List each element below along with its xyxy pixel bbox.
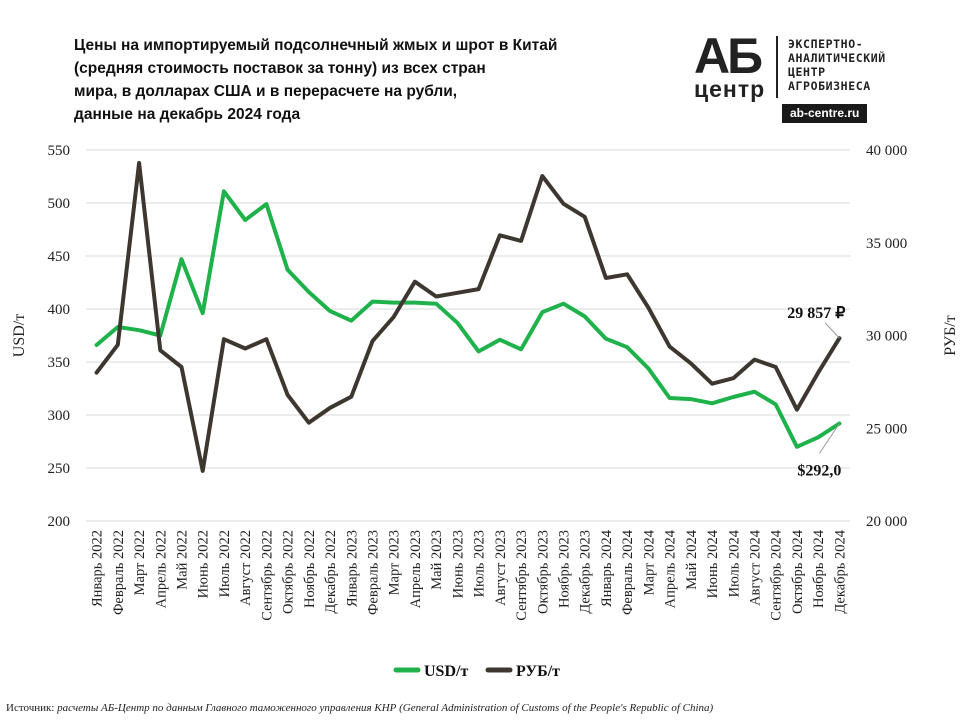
x-tick-label: Февраль 2022 [111, 530, 127, 615]
x-tick-label: Январь 2022 [90, 530, 106, 607]
ab-centre-logo: АБ центр ЭКСПЕРТНО- АНАЛИТИЧЕСКИЙ ЦЕНТР … [690, 30, 940, 123]
logo-brand-bottom: центр [694, 76, 766, 102]
series-lines [94, 161, 842, 473]
x-tick-label: Апрель 2022 [153, 530, 169, 608]
x-tick-label: Август 2022 [238, 530, 254, 606]
x-tick-label: Декабрь 2022 [323, 530, 339, 614]
y-right-tick-label: 40 000 [866, 143, 907, 159]
y-axis-right: 20 000 25 000 30 000 35 000 40 000 [866, 143, 907, 530]
legend-label: USD/т [424, 663, 468, 680]
x-tick-label: Июнь 2024 [705, 529, 721, 598]
x-tick-label: Март 2022 [132, 530, 148, 595]
logo-text: ЭКСПЕРТНО- АНАЛИТИЧЕСКИЙ ЦЕНТР АГРОБИЗНЕ… [788, 37, 886, 93]
y-left-tick-label: 550 [48, 143, 71, 159]
y-right-tick-label: 30 000 [866, 329, 907, 345]
x-tick-label: Ноябрь 2023 [557, 530, 573, 608]
x-tick-label: Апрель 2023 [408, 530, 424, 608]
x-tick-label: Январь 2023 [344, 530, 360, 607]
y-left-tick-label: 500 [48, 196, 71, 212]
source-note: Источник: расчеты АБ-Центр по данным Гла… [6, 702, 713, 714]
y-left-tick-label: 400 [48, 302, 71, 318]
x-tick-label: Июль 2023 [472, 530, 488, 597]
logo-site-link[interactable]: ab-centre.ru [782, 104, 868, 123]
x-tick-label: Июль 2024 [726, 529, 742, 597]
x-tick-label: Январь 2024 [599, 529, 615, 607]
logo-divider [776, 36, 778, 98]
x-tick-label: Октябрь 2023 [535, 530, 551, 614]
title-line-2: (средняя стоимость поставок за тонну) из… [74, 60, 486, 77]
line-chart: 200 250 300 350 400 450 500 550 20 000 25 000 30 … [11, 143, 959, 680]
y-right-tick-label: 35 000 [866, 236, 907, 252]
logo-brand-top: АБ [694, 28, 763, 84]
x-tick-label: Декабрь 2023 [578, 530, 594, 614]
logo-text-line-1: ЭКСПЕРТНО- [788, 37, 864, 51]
x-tick-label: Март 2023 [387, 530, 403, 595]
title-line-1: Цены на импортируемый подсолнечный жмых … [74, 37, 558, 54]
x-tick-label: Декабрь 2024 [832, 529, 848, 613]
y-left-tick-label: 450 [48, 249, 71, 265]
series-line-rub [94, 161, 842, 473]
x-tick-label: Февраль 2023 [366, 530, 382, 615]
x-tick-label: Ноябрь 2024 [811, 529, 827, 608]
x-tick-label: Сентябрь 2022 [259, 530, 275, 621]
x-tick-label: Апрель 2024 [663, 529, 679, 608]
y-left-tick-label: 200 [48, 514, 71, 530]
source-label: Источник: [6, 702, 55, 714]
x-tick-label: Октябрь 2024 [790, 529, 806, 614]
x-tick-label: Май 2023 [429, 530, 445, 590]
x-tick-label: Май 2022 [175, 530, 191, 590]
y-left-tick-label: 250 [48, 461, 71, 477]
series-line-usd [94, 189, 842, 449]
annotation-leader [818, 423, 840, 454]
legend: USD/т РУБ/т [393, 663, 560, 680]
x-tick-label: Март 2024 [641, 529, 657, 595]
logo-text-line-4: АГРОБИЗНЕСА [788, 79, 871, 93]
chart-title: Цены на импортируемый подсолнечный жмых … [74, 34, 614, 126]
y-axis-left-label: USD/т [11, 314, 28, 357]
x-tick-label: Июль 2022 [217, 530, 233, 597]
y-axis-right-label: РУБ/т [942, 315, 959, 355]
annotation-usd-last: $292,0 [797, 462, 841, 479]
x-tick-label: Октябрь 2022 [281, 530, 297, 614]
legend-label: РУБ/т [516, 663, 560, 680]
y-axis-left: 200 250 300 350 400 450 500 550 [48, 143, 71, 530]
y-left-tick-label: 350 [48, 355, 71, 371]
title-line-4: данные на декабрь 2024 года [74, 106, 301, 123]
y-left-tick-label: 300 [48, 408, 71, 424]
x-tick-label: Ноябрь 2022 [302, 530, 318, 608]
x-tick-label: Сентябрь 2024 [769, 529, 785, 620]
title-line-3: мира, в долларах США и в перерасчете на … [74, 83, 458, 100]
y-right-tick-label: 25 000 [866, 421, 907, 437]
x-tick-label: Август 2023 [493, 530, 509, 606]
x-tick-label: Май 2024 [684, 529, 700, 589]
x-tick-label: Февраль 2024 [620, 529, 636, 615]
logo-text-line-2: АНАЛИТИЧЕСКИЙ [788, 51, 886, 65]
x-tick-label: Июнь 2022 [196, 530, 212, 598]
x-axis: Январь 2022 Февраль 2022 Март 2022 Апрель 2… [90, 529, 849, 620]
source-text: расчеты АБ-Центр по данным Главного тамо… [57, 702, 714, 714]
annotation-rub-last: 29 857 ₽ [787, 305, 845, 322]
annotation-leader [825, 322, 840, 339]
leaf-icon [692, 48, 718, 70]
annotations: 29 857 ₽ $292,0 [787, 305, 845, 479]
y-right-tick-label: 20 000 [866, 514, 907, 530]
x-tick-label: Июнь 2023 [450, 530, 466, 598]
x-tick-label: Август 2024 [748, 529, 764, 606]
x-tick-label: Сентябрь 2023 [514, 530, 530, 621]
logo-text-line-3: ЦЕНТР [788, 65, 826, 79]
